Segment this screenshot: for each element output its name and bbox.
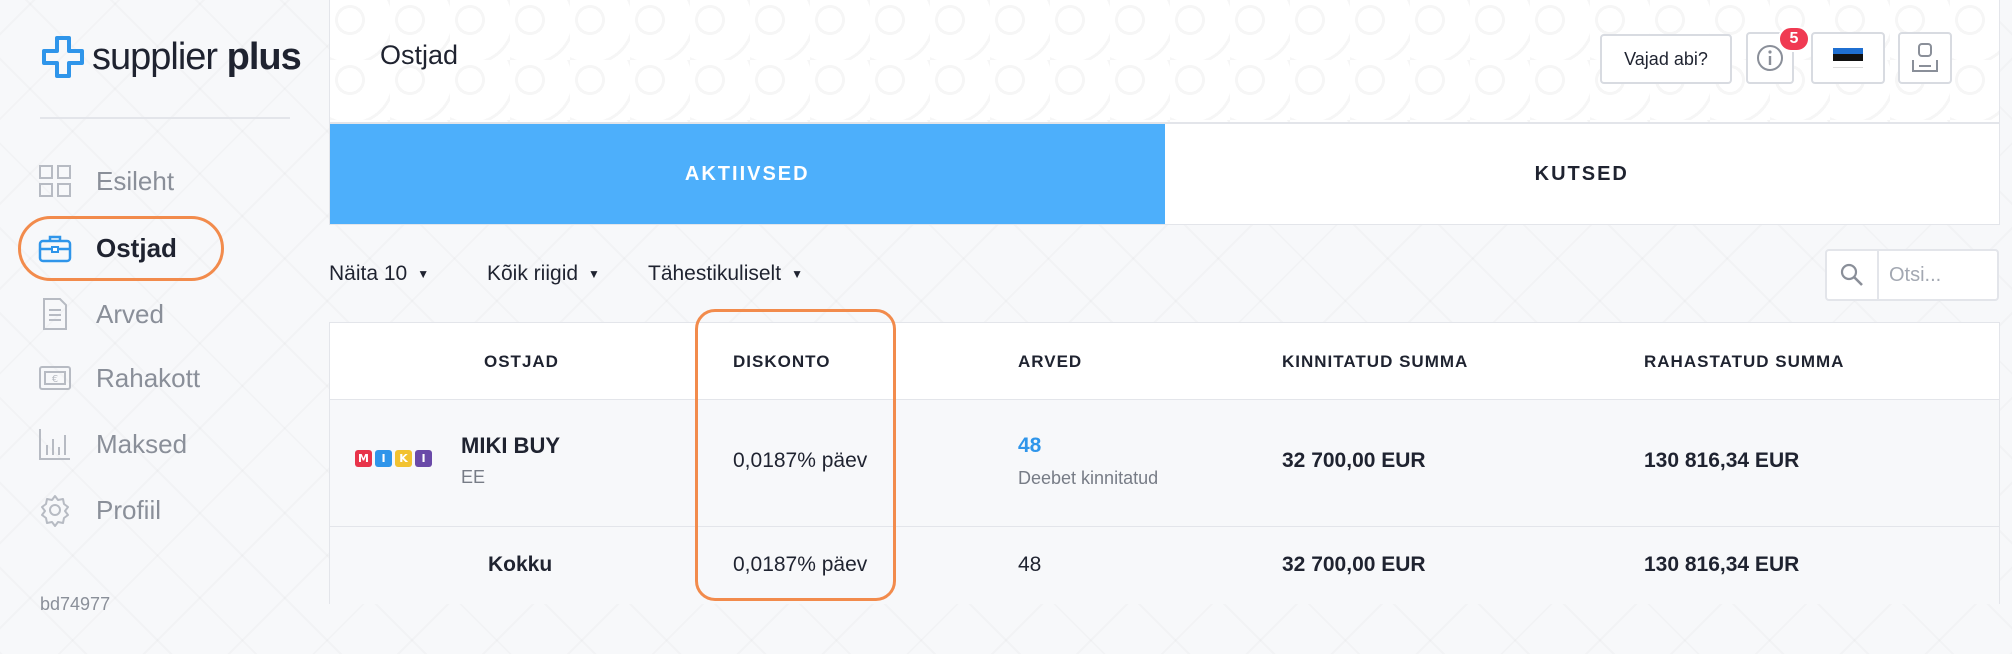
total-discount: 0,0187% päev <box>733 553 868 576</box>
buyers-table: OSTJAD DISKONTO ARVED KINNITATUD SUMMA R… <box>329 322 2000 604</box>
search-button[interactable] <box>1827 251 1879 299</box>
country-dropdown[interactable]: Kõik riigid ▼ <box>487 262 600 286</box>
bar-chart-icon <box>39 429 70 460</box>
sidebar-item-maksed[interactable]: Maksed <box>38 419 187 469</box>
chevron-down-icon: ▼ <box>791 267 803 281</box>
buyer-name[interactable]: MIKI BUY <box>461 433 560 458</box>
sidebar-item-rahakott[interactable]: € Rahakott <box>38 353 200 403</box>
search-box <box>1825 249 1999 301</box>
help-button[interactable]: Vajad abi? <box>1600 34 1732 84</box>
notification-badge: 5 <box>1778 26 1810 52</box>
svg-text:€: € <box>52 374 58 385</box>
total-funded-sum: 130 816,34 EUR <box>1644 553 1800 576</box>
sidebar-item-label: Ostjad <box>96 232 177 263</box>
chevron-down-icon: ▼ <box>588 267 600 281</box>
column-header-arved[interactable]: ARVED <box>1018 352 1083 371</box>
sort-label: Tähestikuliselt <box>648 262 782 285</box>
column-header-diskonto[interactable]: DISKONTO <box>733 352 831 371</box>
sidebar-item-profiil[interactable]: Profiil <box>38 485 161 535</box>
estonian-flag-icon <box>1833 48 1863 68</box>
confirmed-sum: 32 700,00 EUR <box>1282 449 1426 472</box>
invoices-status: Deebet kinnitatud <box>1018 468 1159 488</box>
table-total-row: Kokku 0,0187% päev 48 32 700,00 EUR 130 … <box>330 527 1999 604</box>
page-title: Ostjad <box>380 40 459 70</box>
buyer-logo-letter: K <box>395 450 412 467</box>
annotation-highlight-diskonto <box>695 309 896 601</box>
app-logo[interactable]: supplier plus <box>40 34 302 80</box>
discount-value: 0,0187% päev <box>733 449 868 472</box>
upload-icon <box>1912 43 1938 72</box>
page-header: Ostjad Vajad abi? 5 <box>329 0 2000 123</box>
buyer-country: EE <box>461 467 486 487</box>
buyer-logo-letter: I <box>415 450 432 467</box>
funded-sum: 130 816,34 EUR <box>1644 449 1800 472</box>
buyer-logo-letter: I <box>375 450 392 467</box>
search-input[interactable] <box>1879 251 1997 299</box>
table-header: OSTJAD DISKONTO ARVED KINNITATUD SUMMA R… <box>330 323 1999 400</box>
language-button[interactable] <box>1811 32 1885 84</box>
logo-mark-icon <box>42 36 84 78</box>
tab-aktiivsed[interactable]: AKTIIVSED <box>330 124 1165 224</box>
sidebar-item-label: Arved <box>96 298 164 329</box>
column-header-kinnitatud-summa[interactable]: KINNITATUD SUMMA <box>1282 352 1469 371</box>
total-confirmed-sum: 32 700,00 EUR <box>1282 553 1426 576</box>
buyer-logo: M I K I <box>355 450 432 467</box>
page-size-label: Näita 10 <box>329 262 408 285</box>
column-header-rahastatud-summa[interactable]: RAHASTATUD SUMMA <box>1644 352 1845 371</box>
dashboard-icon <box>39 165 71 197</box>
sidebar-item-esileht[interactable]: Esileht <box>38 156 174 206</box>
total-label: Kokku <box>488 553 553 576</box>
buyer-logo-letter: M <box>355 450 372 467</box>
sidebar-item-label: Rahakott <box>96 362 201 393</box>
gear-icon <box>41 495 69 527</box>
invoices-count-link[interactable]: 48 <box>1018 434 1042 457</box>
tabs: AKTIIVSED KUTSED <box>329 123 2000 225</box>
sidebar-item-ostjad[interactable]: Ostjad <box>38 223 177 273</box>
build-id: bd74977 <box>40 594 111 614</box>
sidebar-item-label: Esileht <box>96 165 175 196</box>
country-label: Kõik riigid <box>487 262 579 285</box>
total-invoices: 48 <box>1018 553 1042 576</box>
page-size-dropdown[interactable]: Näita 10 ▼ <box>329 262 429 286</box>
tab-kutsed[interactable]: KUTSED <box>1164 124 1999 224</box>
logo-text: supplier plus <box>92 35 302 78</box>
sidebar: supplier plus Esileht Ostjad Arved <box>0 0 310 654</box>
annotation-highlight-ostjad <box>18 216 224 281</box>
column-header-ostjad[interactable]: OSTJAD <box>484 352 559 371</box>
document-icon <box>43 298 67 330</box>
table-row[interactable]: M I K I MIKI BUY EE 0,0187% päev 48 Deeb… <box>330 400 1999 527</box>
wallet-icon: € <box>39 366 71 390</box>
search-icon <box>1840 263 1863 286</box>
sidebar-item-label: Maksed <box>96 428 188 459</box>
sidebar-item-arved[interactable]: Arved <box>38 289 164 339</box>
upload-button[interactable] <box>1898 32 1952 84</box>
chevron-down-icon: ▼ <box>417 267 430 281</box>
sidebar-divider <box>40 117 290 119</box>
sort-dropdown[interactable]: Tähestikuliselt ▼ <box>648 262 803 286</box>
sidebar-item-label: Profiil <box>96 494 162 525</box>
info-icon <box>1757 45 1783 71</box>
